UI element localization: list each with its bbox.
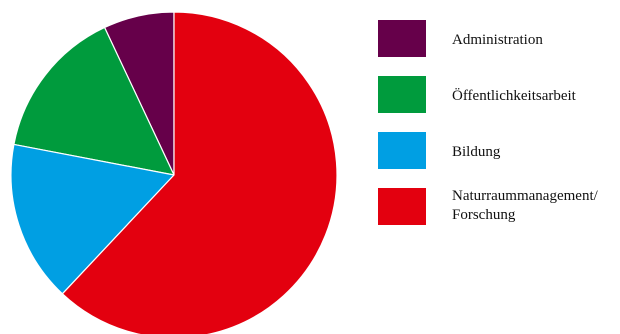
pie-slice-naturraummanagement	[61, 11, 338, 334]
legend-label-naturraummanagement: Naturraummanagement/ Forschung	[452, 188, 598, 223]
legend-label-oeffentlichkeitsarbeit: Öffentlichkeitsarbeit	[452, 88, 576, 104]
legend-label-administration: Administration	[452, 32, 543, 48]
pie-plot-area	[10, 11, 338, 334]
legend-swatch-administration	[378, 20, 426, 57]
legend-label-bildung: Bildung	[452, 144, 501, 160]
legend-swatch-bildung	[378, 132, 426, 169]
pie-slice-bildung	[10, 143, 175, 295]
pie-slice-oeffentlichkeitsarbeit	[13, 26, 175, 176]
legend-swatch-naturraummanagement	[378, 188, 426, 225]
legend-swatch-oeffentlichkeitsarbeit	[378, 76, 426, 113]
